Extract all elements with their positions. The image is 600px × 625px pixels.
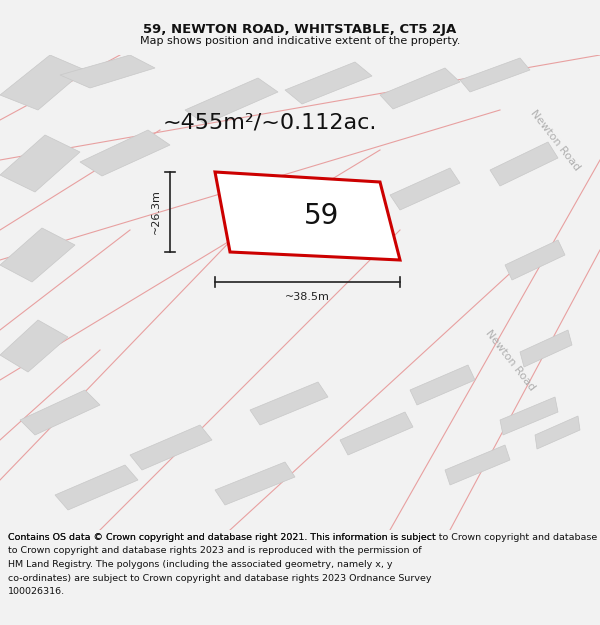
- Polygon shape: [55, 465, 138, 510]
- Text: to Crown copyright and database rights 2023 and is reproduced with the permissio: to Crown copyright and database rights 2…: [8, 546, 421, 555]
- Polygon shape: [130, 425, 212, 470]
- Text: Contains OS data © Crown copyright and database right 2021. This information is : Contains OS data © Crown copyright and d…: [8, 532, 600, 541]
- Polygon shape: [0, 135, 80, 192]
- Polygon shape: [0, 228, 75, 282]
- Polygon shape: [460, 58, 530, 92]
- Polygon shape: [250, 382, 328, 425]
- Text: co-ordinates) are subject to Crown copyright and database rights 2023 Ordnance S: co-ordinates) are subject to Crown copyr…: [8, 574, 431, 582]
- Polygon shape: [185, 78, 278, 124]
- Polygon shape: [500, 397, 558, 435]
- Text: Map shows position and indicative extent of the property.: Map shows position and indicative extent…: [140, 36, 460, 46]
- Polygon shape: [490, 142, 558, 186]
- Polygon shape: [520, 330, 572, 367]
- Polygon shape: [535, 416, 580, 449]
- Polygon shape: [215, 462, 295, 505]
- Polygon shape: [380, 68, 460, 109]
- Text: HM Land Registry. The polygons (including the associated geometry, namely x, y: HM Land Registry. The polygons (includin…: [8, 560, 392, 569]
- Polygon shape: [390, 168, 460, 210]
- Polygon shape: [0, 55, 85, 110]
- Polygon shape: [20, 390, 100, 435]
- Text: Newton Road: Newton Road: [528, 107, 582, 172]
- Polygon shape: [410, 365, 475, 405]
- Text: 59, NEWTON ROAD, WHITSTABLE, CT5 2JA: 59, NEWTON ROAD, WHITSTABLE, CT5 2JA: [143, 23, 457, 36]
- Text: ~26.3m: ~26.3m: [151, 189, 161, 234]
- Text: ~38.5m: ~38.5m: [285, 292, 330, 302]
- Polygon shape: [215, 172, 400, 260]
- Text: Contains OS data © Crown copyright and database right 2021. This information is : Contains OS data © Crown copyright and d…: [8, 532, 436, 541]
- Polygon shape: [80, 130, 170, 176]
- Text: Newton Road: Newton Road: [483, 328, 537, 392]
- Polygon shape: [445, 445, 510, 485]
- Text: ~455m²/~0.112ac.: ~455m²/~0.112ac.: [163, 112, 377, 132]
- Polygon shape: [0, 320, 68, 372]
- Polygon shape: [285, 62, 372, 104]
- Text: 59: 59: [304, 202, 339, 231]
- Polygon shape: [505, 240, 565, 280]
- Polygon shape: [340, 412, 413, 455]
- Polygon shape: [60, 55, 155, 88]
- Text: 100026316.: 100026316.: [8, 588, 65, 596]
